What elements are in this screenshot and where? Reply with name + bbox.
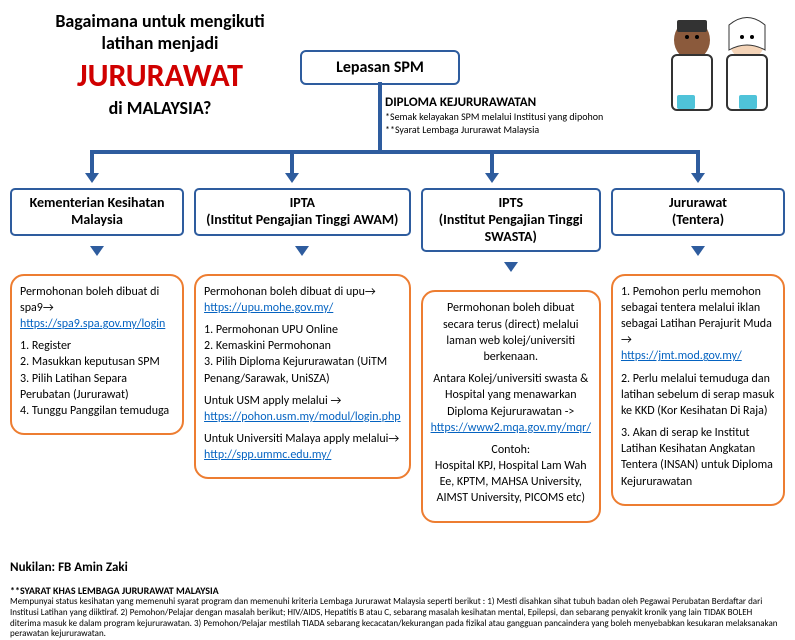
path-body-kkm: Permohonan boleh dibuat di spa9→https://…: [10, 274, 184, 436]
connector: [490, 150, 494, 175]
arrow-icon: [485, 173, 499, 183]
path-head-tentera: Jururawat(Tentera): [611, 188, 785, 236]
path-columns: Kementerian Kesihatan Malaysia Permohona…: [10, 188, 785, 523]
title-big: JURURAWAT: [20, 56, 300, 95]
root-node-lepasan-spm: Lepasan SPM: [300, 50, 460, 85]
diploma-heading: DIPLOMA KEJURURAWATAN: [385, 95, 603, 110]
arrow-icon: [285, 173, 299, 183]
path-ipts: IPTS(Institut Pengajian Tinggi SWASTA) P…: [421, 188, 601, 523]
arrow-icon: [85, 173, 99, 183]
footer-notes: **SYARAT KHAS LEMBAGA JURURAWAT MALAYSIA…: [10, 585, 785, 640]
diploma-label: DIPLOMA KEJURURAWATAN *Semak kelayakan S…: [385, 95, 603, 136]
nurses-illustration: [647, 5, 787, 145]
connector: [696, 150, 700, 175]
path-tentera: Jururawat(Tentera) 1. Pemohon perlu memo…: [611, 188, 785, 523]
connector: [90, 150, 94, 175]
arrow-icon: [90, 246, 104, 256]
path-ipta: IPTA(Institut Pengajian Tinggi AWAM) Per…: [194, 188, 411, 523]
footer-text: Mempunyai status kesihatan yang memenuhi…: [10, 597, 785, 640]
connector: [290, 150, 294, 175]
path-body-ipts: Permohonan boleh dibuat secara terus (di…: [421, 290, 601, 522]
arrow-icon: [295, 246, 309, 256]
title-line1: Bagaimana untuk mengikuti: [20, 10, 300, 32]
path-head-ipts: IPTS(Institut Pengajian Tinggi SWASTA): [421, 188, 601, 252]
source-credit: Nukilan: FB Amin Zaki: [10, 560, 128, 575]
arrow-icon: [691, 173, 705, 183]
path-head-ipta: IPTA(Institut Pengajian Tinggi AWAM): [194, 188, 411, 236]
path-kkm: Kementerian Kesihatan Malaysia Permohona…: [10, 188, 184, 523]
diploma-sub2: **Syarat Lembaga Jururawat Malaysia: [385, 123, 603, 136]
connector: [90, 150, 700, 154]
path-head-kkm: Kementerian Kesihatan Malaysia: [10, 188, 184, 236]
path-body-ipta: Permohonan boleh dibuat di upu→ https://…: [194, 274, 411, 480]
arrow-icon: [691, 246, 705, 256]
diploma-sub1: *Semak kelayakan SPM melalui Institusi y…: [385, 110, 603, 123]
connector: [378, 82, 382, 150]
page-title: Bagaimana untuk mengikuti latihan menjad…: [20, 10, 300, 119]
path-body-tentera: 1. Pemohon perlu memohon sebagai tentera…: [611, 274, 785, 506]
arrow-icon: [504, 262, 518, 272]
title-line3: di MALAYSIA?: [20, 97, 300, 119]
title-line2: latihan menjadi: [20, 32, 300, 54]
